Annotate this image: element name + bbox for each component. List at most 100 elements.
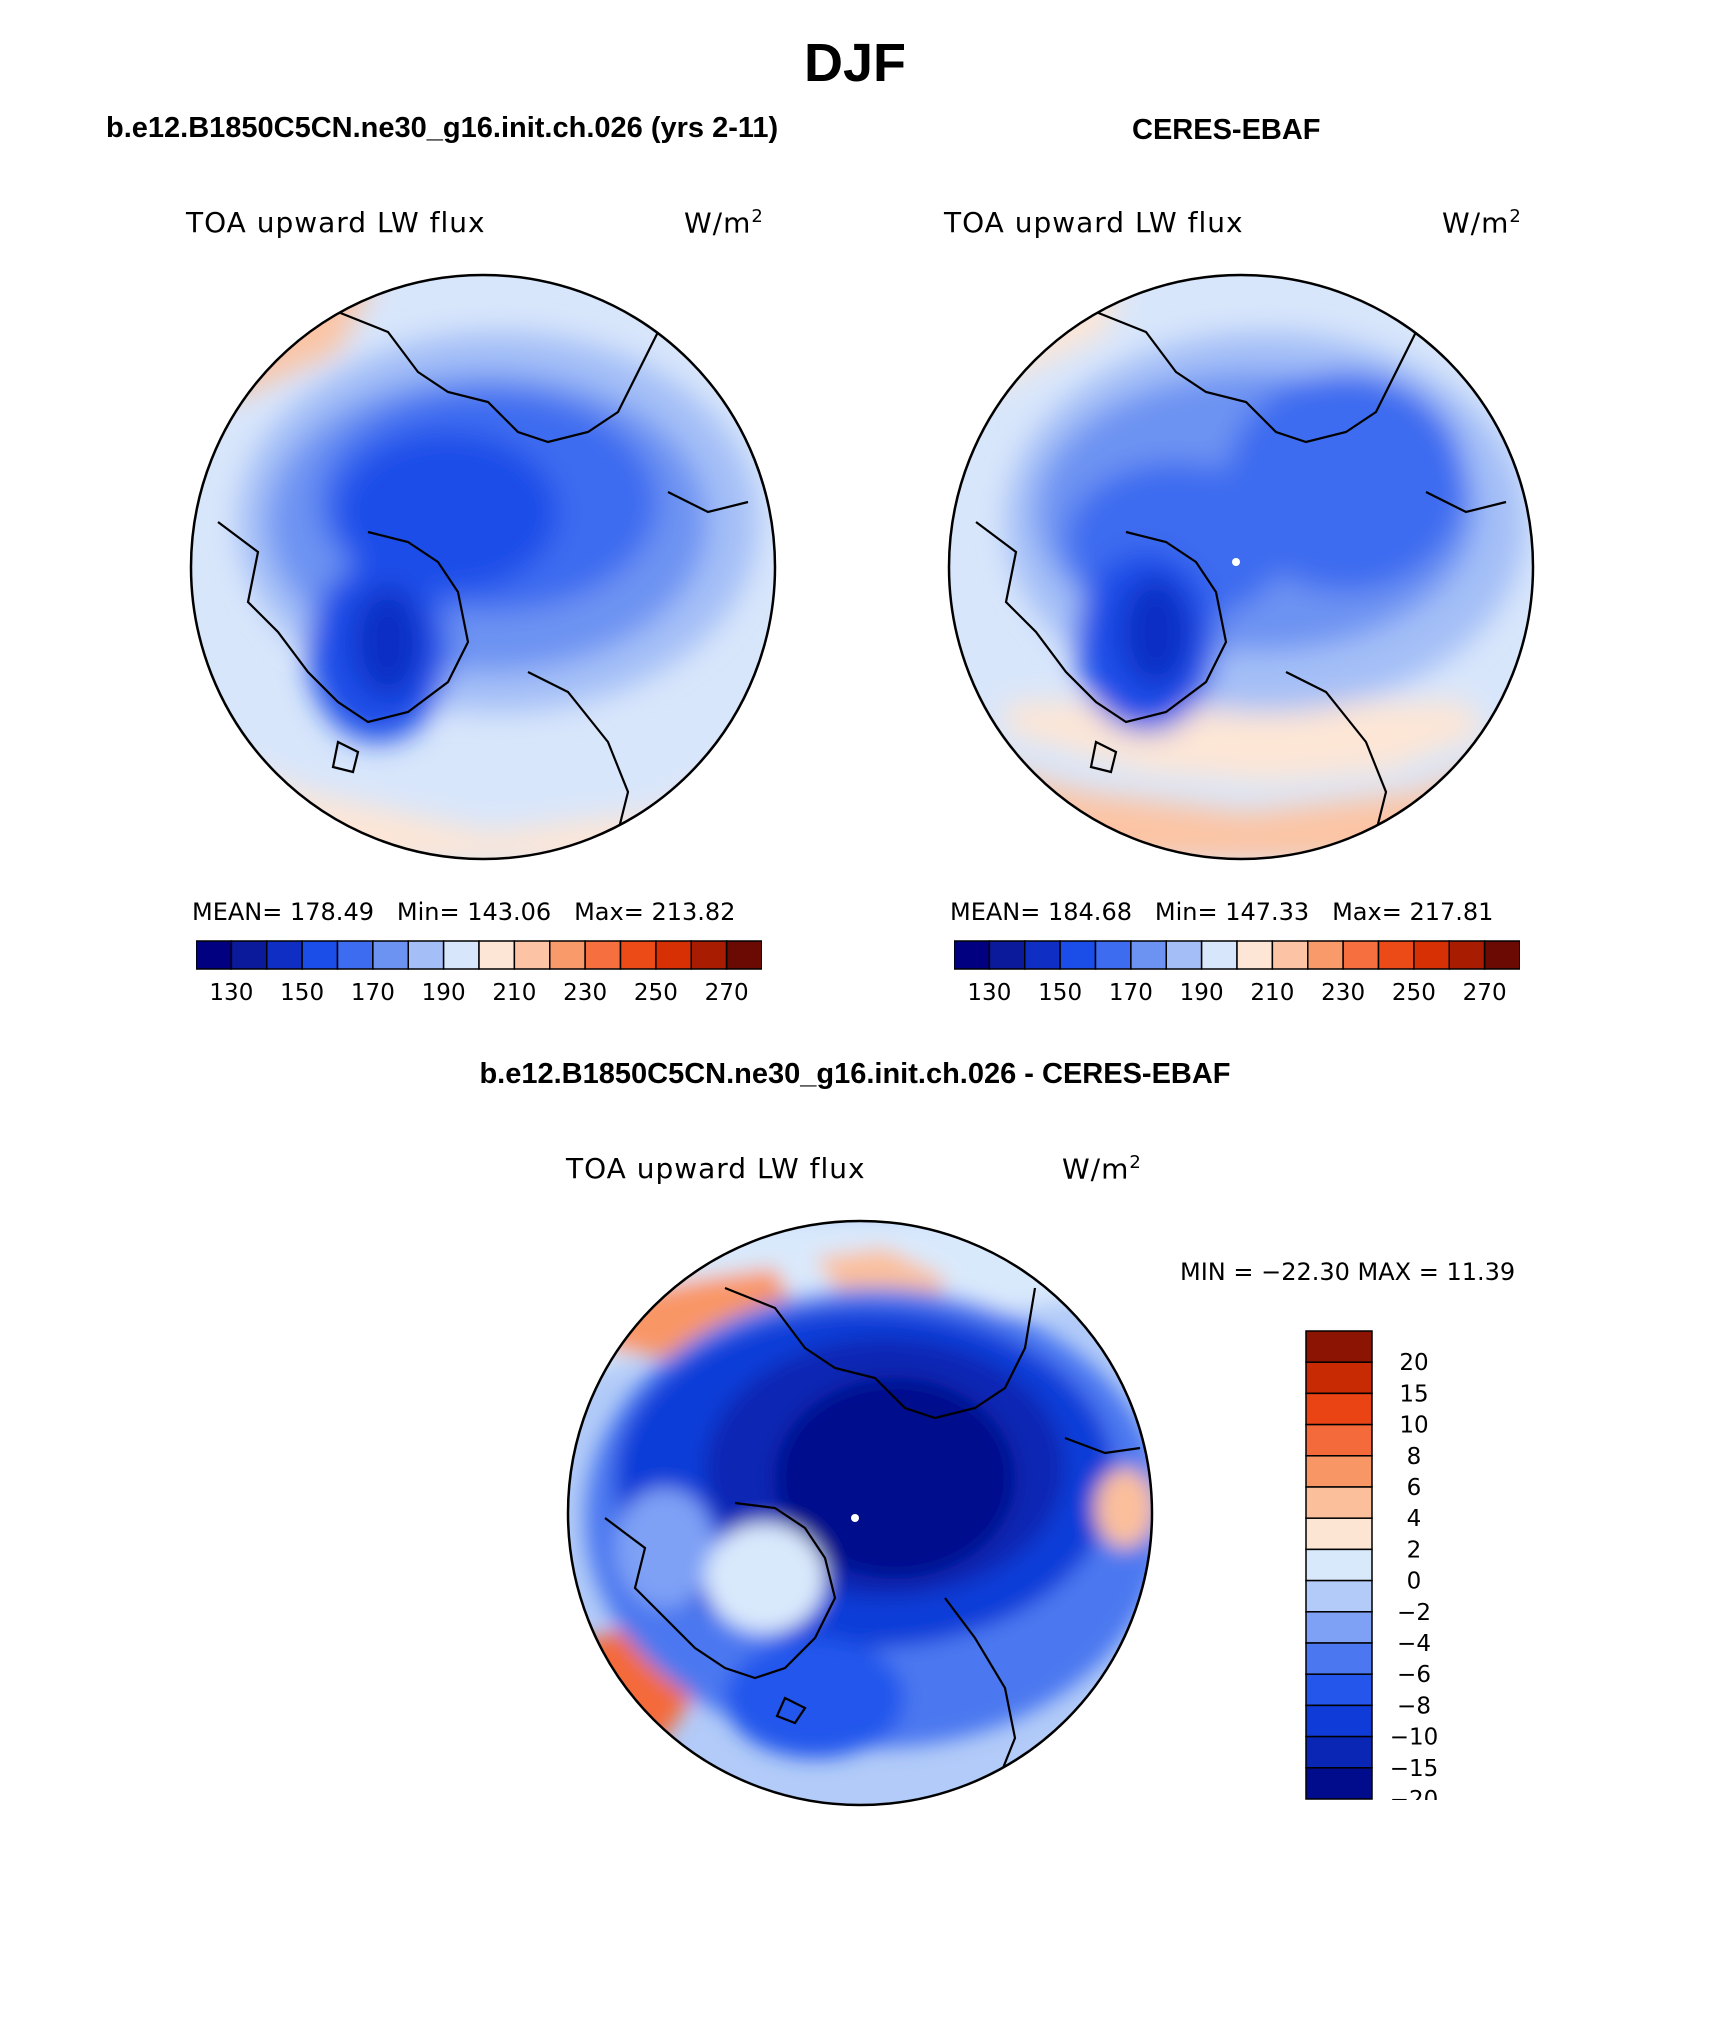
model-stats: MEAN= 178.49 Min= 143.06 Max= 213.82	[192, 898, 736, 926]
diff-colorbar-tick-label: 20	[1399, 1350, 1428, 1376]
colorbar-tick-label: 270	[704, 980, 749, 1006]
diff-colorbar-tick-label: 2	[1407, 1537, 1422, 1563]
model-variable-label: TOA upward LW flux	[186, 206, 486, 239]
obs-stats: MEAN= 184.68 Min= 147.33 Max= 217.81	[950, 898, 1494, 926]
diff-colorbar-tick-label: −8	[1397, 1693, 1431, 1719]
obs-coastlines	[975, 291, 1507, 859]
colorbar-swatch	[336, 940, 374, 970]
diff-colorbar-tick-label: 15	[1399, 1381, 1428, 1407]
colorbar-tick-label: 210	[492, 980, 537, 1006]
colorbar-swatch	[1483, 940, 1520, 970]
colorbar-swatch	[1094, 940, 1132, 970]
colorbar-tick-label: 170	[1108, 980, 1153, 1006]
colorbar-swatch	[301, 940, 339, 970]
diff-colorbar-swatch	[1305, 1611, 1373, 1644]
colorbar-swatch	[1024, 940, 1061, 970]
colorbar-swatch	[196, 940, 233, 970]
diff-colorbar-tick-label: 6	[1407, 1475, 1422, 1501]
diff-colorbar-swatch	[1305, 1455, 1373, 1488]
colorbar-tick-label: 230	[563, 980, 608, 1006]
colorbar-swatch	[655, 940, 692, 970]
diff-colorbar-swatch	[1305, 1704, 1373, 1738]
colorbar-swatch	[584, 940, 622, 970]
colorbar-swatch	[1342, 940, 1380, 970]
obs-polar-map	[947, 273, 1535, 861]
figure-title: DJF	[803, 33, 906, 93]
colorbar-tick-label: 250	[1391, 980, 1436, 1006]
colorbar-tick-label: 210	[1250, 980, 1295, 1006]
colorbar-swatch	[1413, 940, 1450, 970]
colorbar-swatch	[478, 940, 516, 970]
diff-colorbar-swatch	[1305, 1423, 1373, 1457]
diff-panel-title: b.e12.B1850C5CN.ne30_g16.init.ch.026 - C…	[479, 1058, 1231, 1090]
model-mean-value: 178.49	[290, 898, 374, 926]
colorbar-tick-label: 270	[1462, 980, 1507, 1006]
model-panel-title: b.e12.B1850C5CN.ne30_g16.init.ch.026 (yr…	[106, 112, 779, 144]
colorbar-swatch	[690, 940, 728, 970]
diff-colorbar-tick-label: 8	[1407, 1444, 1422, 1470]
colorbar-swatch	[266, 940, 303, 970]
colorbar-swatch	[549, 940, 586, 970]
obs-panel-title: CERES-EBAF	[1132, 114, 1321, 146]
model-polar-map	[189, 273, 777, 861]
colorbar-swatch	[442, 940, 480, 970]
colorbar-swatch	[230, 940, 268, 970]
colorbar-swatch	[1377, 940, 1415, 970]
colorbar-swatch	[513, 940, 551, 970]
diff-colorbar-tick-label: 4	[1407, 1506, 1422, 1532]
colorbar-tick-label: 250	[633, 980, 678, 1006]
colorbar-swatch	[1271, 940, 1309, 970]
diff-colorbar-swatch	[1305, 1392, 1373, 1426]
diff-colorbar-tick-label: −2	[1397, 1600, 1431, 1626]
diff-colorbar-tick-label: −6	[1397, 1662, 1431, 1688]
colorbar-swatch	[1448, 940, 1486, 970]
colorbar-swatch	[1200, 940, 1238, 970]
model-colorbar-ticks: 130 150 170 190 210 230 250 270	[196, 980, 762, 1010]
colorbar-swatch	[372, 940, 409, 970]
diff-colorbar-swatch	[1305, 1735, 1373, 1769]
colorbar-tick-label: 130	[209, 980, 254, 1006]
diff-colorbar-tick-label: −10	[1390, 1725, 1439, 1751]
obs-colorbar	[954, 940, 1520, 970]
colorbar-tick-label: 230	[1321, 980, 1366, 1006]
diff-colorbar-swatch	[1305, 1673, 1373, 1707]
diff-colorbar-swatch	[1305, 1579, 1373, 1613]
colorbar-swatch	[1236, 940, 1274, 970]
colorbar-swatch	[1165, 940, 1203, 970]
colorbar-swatch	[1307, 940, 1344, 970]
colorbar-tick-label: 170	[350, 980, 395, 1006]
colorbar-swatch	[725, 940, 762, 970]
diff-colorbar-swatch	[1305, 1642, 1373, 1675]
colorbar-swatch	[988, 940, 1026, 970]
colorbar-swatch	[1059, 940, 1097, 970]
colorbar-swatch	[954, 940, 991, 970]
diff-minmax: MIN = −22.30 MAX = 11.39	[1180, 1258, 1516, 1286]
model-map-border	[189, 273, 777, 861]
colorbar-tick-label: 150	[280, 980, 325, 1006]
diff-colorbar-swatch	[1305, 1548, 1373, 1582]
model-max-value: 213.82	[651, 898, 736, 926]
diff-map-border	[566, 1219, 1154, 1807]
obs-units-label: W/m2	[1442, 206, 1522, 240]
model-units-label: W/m2	[684, 206, 764, 240]
diff-colorbar-tick-label: −4	[1397, 1631, 1431, 1657]
obs-max-value: 217.81	[1409, 898, 1494, 926]
colorbar-swatch	[619, 940, 657, 970]
diff-colorbar-swatch	[1305, 1486, 1373, 1519]
diff-colorbar-tick-label: 10	[1399, 1413, 1428, 1439]
obs-mean-value: 184.68	[1048, 898, 1132, 926]
diff-colorbar-tick-label: 0	[1407, 1569, 1422, 1595]
diff-units-label: W/m2	[1062, 1152, 1142, 1186]
diff-coastlines	[604, 1286, 1141, 1789]
diff-colorbar-tick-label: −20	[1390, 1787, 1439, 1800]
obs-min-value: 147.33	[1225, 898, 1310, 926]
colorbar-tick-label: 130	[967, 980, 1012, 1006]
model-colorbar	[196, 940, 762, 970]
diff-colorbar-swatch	[1305, 1361, 1373, 1395]
model-min-value: 143.06	[467, 898, 552, 926]
diff-colorbar-swatch	[1305, 1517, 1373, 1551]
colorbar-tick-label: 190	[1179, 980, 1224, 1006]
diff-polar-map	[566, 1219, 1154, 1807]
obs-variable-label: TOA upward LW flux	[944, 206, 1244, 239]
